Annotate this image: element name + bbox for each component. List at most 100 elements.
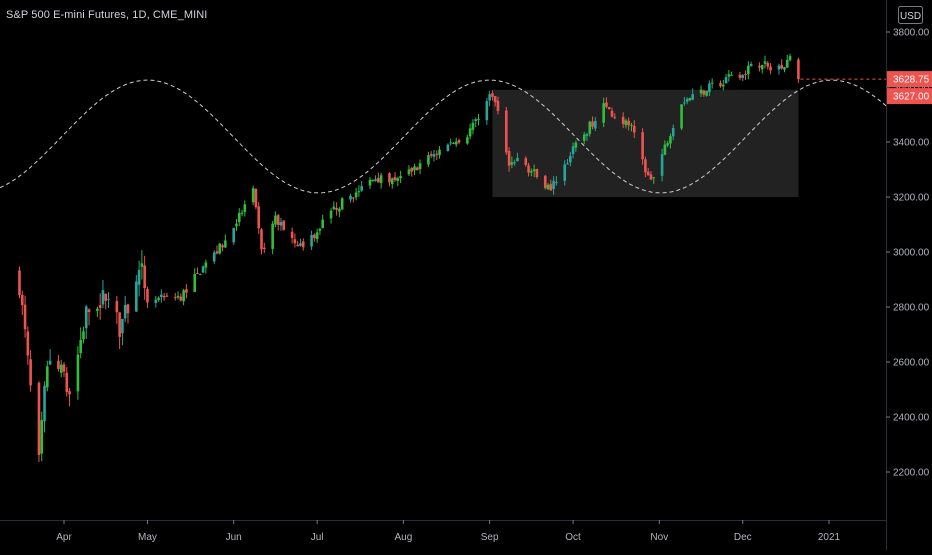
candle <box>594 117 597 132</box>
candle <box>407 165 411 176</box>
candle-body <box>691 94 694 100</box>
candle <box>797 57 800 84</box>
candle-body <box>666 143 669 146</box>
candle <box>610 107 614 118</box>
candle-body <box>215 251 219 254</box>
candle-body <box>262 247 266 250</box>
candle <box>585 132 589 141</box>
candle <box>555 176 558 186</box>
candle-body <box>627 120 631 126</box>
candle <box>396 176 400 187</box>
candle-body <box>543 175 547 189</box>
candle <box>488 90 491 107</box>
candle <box>446 143 450 152</box>
candle-body <box>435 153 439 155</box>
candle <box>126 303 130 324</box>
candle-body <box>607 106 611 110</box>
candle-body <box>671 128 675 137</box>
currency-box[interactable] <box>898 6 923 24</box>
candle <box>368 177 372 189</box>
candle <box>563 160 567 186</box>
candle <box>454 137 458 147</box>
x-tick-label: 2021 <box>818 532 841 543</box>
candle <box>785 54 789 68</box>
y-tick-label: 3400.00 <box>893 138 930 149</box>
candle-body <box>357 191 361 193</box>
candle-body <box>477 119 480 121</box>
candle-body <box>438 149 441 156</box>
candle <box>173 293 177 301</box>
last-price-label-bg <box>887 71 932 88</box>
candle-body <box>321 219 325 228</box>
candle-body <box>471 122 475 130</box>
candle-body <box>797 59 800 80</box>
candle <box>101 280 105 309</box>
candle-body <box>279 222 283 226</box>
second-price-label: 3627.00 <box>893 92 930 103</box>
candle <box>377 172 380 183</box>
candle-body <box>571 146 575 155</box>
candle-body <box>43 385 46 422</box>
candle <box>62 362 66 378</box>
candle-body <box>368 179 372 186</box>
candle <box>20 290 24 316</box>
candle-body <box>260 229 263 250</box>
candle-body <box>26 331 30 356</box>
sine-wave-line[interactable] <box>0 79 887 194</box>
range-box[interactable] <box>492 89 799 197</box>
y-tick-label: 3800.00 <box>893 28 930 39</box>
candle <box>591 116 594 130</box>
candle <box>399 170 402 184</box>
candle <box>137 260 141 297</box>
candle-body <box>427 155 430 165</box>
candle <box>691 88 694 101</box>
candle-body <box>290 231 294 239</box>
x-tick-label: Oct <box>565 532 581 543</box>
candle <box>780 59 784 70</box>
candle <box>571 142 575 159</box>
candle-body <box>243 204 247 213</box>
candle-body <box>338 208 341 212</box>
candle <box>438 145 441 159</box>
candle-body <box>176 295 180 298</box>
candle <box>783 66 786 73</box>
candle <box>496 96 500 115</box>
candle <box>652 177 656 184</box>
candle-body <box>173 297 177 299</box>
candle <box>26 326 30 365</box>
candle-body <box>708 83 711 93</box>
candle-body <box>680 104 683 129</box>
x-tick-label: May <box>138 532 157 543</box>
candle-body <box>747 65 750 75</box>
candle-body <box>318 228 322 231</box>
candle-body <box>212 252 216 262</box>
candle <box>646 168 650 176</box>
candle-body <box>785 59 789 68</box>
candle-body <box>582 134 586 141</box>
candle <box>527 162 530 177</box>
candle-body <box>179 296 183 301</box>
candle <box>185 284 188 299</box>
candle <box>466 134 469 145</box>
candle-body <box>76 354 80 392</box>
candle <box>335 202 338 216</box>
candle-body <box>396 178 400 181</box>
candle-body <box>485 101 489 121</box>
candle-body <box>82 331 85 340</box>
candle <box>179 293 183 302</box>
candle-body <box>493 96 497 103</box>
range-box-layer <box>492 89 799 197</box>
candle-body <box>46 366 49 388</box>
candle <box>758 62 761 72</box>
candle <box>524 156 528 167</box>
y-tick-labels: 2200.00 2400.00 2600.00 2800.00 3000.00 3200.… <box>886 28 930 479</box>
candle <box>221 243 224 252</box>
candle <box>201 265 205 274</box>
candle <box>432 149 436 162</box>
candle-body <box>532 169 536 172</box>
candle <box>744 70 747 80</box>
candle <box>760 64 764 74</box>
candle <box>65 367 69 397</box>
candle <box>321 214 325 229</box>
